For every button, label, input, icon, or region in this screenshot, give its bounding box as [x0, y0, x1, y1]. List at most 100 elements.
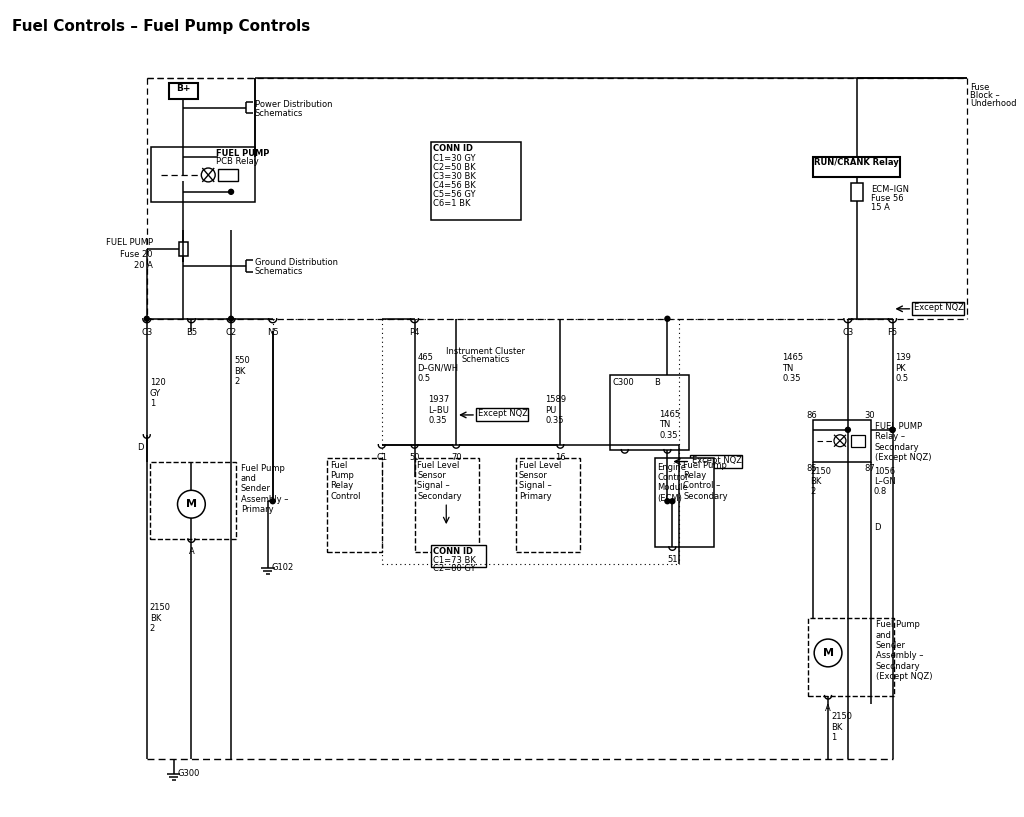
Text: 87: 87	[864, 463, 876, 472]
Text: C3: C3	[141, 328, 153, 337]
Circle shape	[834, 435, 846, 447]
Text: Fuse: Fuse	[970, 83, 989, 92]
Text: Fuse 56: Fuse 56	[870, 194, 903, 203]
Text: RUN/CRANK Relay: RUN/CRANK Relay	[814, 158, 899, 167]
Text: CONN ID: CONN ID	[433, 547, 473, 556]
Bar	[690, 454, 741, 467]
Text: B+: B+	[176, 83, 190, 92]
Text: G102: G102	[271, 563, 294, 572]
Text: B: B	[654, 378, 660, 387]
Text: 2150
BK
2: 2150 BK 2	[810, 467, 831, 496]
Text: Fuel
Pump
Relay
Control: Fuel Pump Relay Control	[330, 461, 360, 501]
Text: PCB Relay: PCB Relay	[216, 157, 259, 166]
Text: 2150
BK
2: 2150 BK 2	[150, 604, 171, 633]
Circle shape	[814, 639, 842, 667]
Text: Schematics: Schematics	[255, 267, 303, 276]
Bar	[654, 458, 714, 547]
Bar	[808, 618, 895, 695]
Bar	[169, 83, 199, 99]
Bar	[178, 243, 188, 257]
Text: 15 A: 15 A	[870, 203, 890, 212]
Text: 1465
TN
0.35: 1465 TN 0.35	[782, 354, 804, 383]
Bar	[610, 375, 689, 449]
Bar	[431, 142, 520, 220]
Circle shape	[846, 427, 850, 432]
Bar	[431, 545, 486, 567]
Text: 120
GY
1: 120 GY 1	[150, 378, 166, 408]
Bar	[851, 183, 863, 201]
Text: Fuel Pump
and
Sender
Assembly –
Secondary
(Except NQZ): Fuel Pump and Sender Assembly – Secondar…	[876, 620, 932, 681]
Text: C1=73 BK: C1=73 BK	[433, 556, 476, 565]
Bar	[813, 420, 870, 462]
Bar	[851, 435, 864, 447]
Text: C5=56 GY: C5=56 GY	[433, 190, 476, 199]
Text: Power Distribution: Power Distribution	[255, 100, 333, 109]
Text: D: D	[873, 523, 881, 532]
Text: Schematics: Schematics	[255, 109, 303, 118]
Bar	[328, 458, 382, 551]
Text: G300: G300	[177, 769, 200, 778]
Text: Schematics: Schematics	[462, 355, 510, 364]
Text: B5: B5	[185, 328, 197, 337]
Text: 86: 86	[807, 411, 817, 420]
Text: C2: C2	[225, 328, 237, 337]
Circle shape	[177, 490, 205, 518]
Text: 70: 70	[451, 453, 462, 462]
Text: 16: 16	[555, 453, 565, 462]
Bar	[476, 408, 527, 421]
Text: Fuel Controls – Fuel Pump Controls: Fuel Controls – Fuel Pump Controls	[12, 20, 310, 34]
Text: N5: N5	[267, 328, 279, 337]
Circle shape	[890, 427, 895, 432]
Text: C4=56 BK: C4=56 BK	[433, 181, 476, 190]
Bar	[912, 302, 964, 315]
Text: A: A	[188, 547, 195, 556]
Text: C1: C1	[376, 453, 387, 462]
Text: 50: 50	[410, 453, 420, 462]
Text: 139
PK
0.5: 139 PK 0.5	[895, 354, 911, 383]
Text: CONN ID: CONN ID	[433, 145, 473, 154]
Text: Fuel Level
Sensor
Signal –
Secondary: Fuel Level Sensor Signal – Secondary	[418, 461, 462, 501]
Bar	[813, 157, 900, 177]
Circle shape	[228, 316, 233, 321]
Circle shape	[670, 498, 675, 504]
Text: 1465
TN
0.35: 1465 TN 0.35	[659, 410, 681, 440]
Text: 51: 51	[667, 555, 678, 564]
Bar	[218, 169, 238, 181]
Circle shape	[665, 498, 670, 504]
Text: Fuel Level
Sensor
Signal –
Primary: Fuel Level Sensor Signal – Primary	[518, 461, 561, 501]
Text: C2=80 GY: C2=80 GY	[433, 564, 476, 573]
Text: Instrument Cluster: Instrument Cluster	[446, 346, 525, 355]
Text: 2150
BK
1: 2150 BK 1	[831, 712, 852, 743]
Text: C1=30 GY: C1=30 GY	[433, 154, 476, 163]
Text: Fuel Pump
Relay
Control –
Secondary: Fuel Pump Relay Control – Secondary	[683, 461, 728, 501]
Bar	[516, 458, 581, 551]
Text: 85: 85	[807, 463, 817, 472]
Text: FUEL PUMP
Fuse 20
20 A: FUEL PUMP Fuse 20 20 A	[105, 239, 153, 270]
Bar	[415, 458, 479, 551]
Circle shape	[202, 168, 215, 182]
Circle shape	[144, 316, 150, 321]
Text: 30: 30	[864, 411, 876, 420]
Circle shape	[665, 316, 670, 321]
Text: Except NQZ: Except NQZ	[914, 303, 965, 312]
Text: 465
D–GN/WH
0.5: 465 D–GN/WH 0.5	[418, 354, 459, 383]
Text: M: M	[822, 648, 834, 658]
Text: ECM–IGN: ECM–IGN	[870, 185, 908, 194]
Text: Fuel Pump
and
Sender
Assembly –
Primary: Fuel Pump and Sender Assembly – Primary	[241, 463, 289, 514]
Text: Block –: Block –	[970, 91, 999, 100]
Text: P4: P4	[410, 328, 420, 337]
Text: Except NQZ: Except NQZ	[478, 409, 528, 418]
Text: F5: F5	[888, 328, 898, 337]
Circle shape	[890, 427, 895, 432]
Text: 1056
L–GN
0.8: 1056 L–GN 0.8	[873, 467, 895, 496]
Bar	[151, 147, 255, 202]
Circle shape	[270, 498, 275, 504]
Text: 1589
PU
0.35: 1589 PU 0.35	[546, 395, 566, 425]
Text: M: M	[186, 499, 197, 509]
Text: Except NQZ: Except NQZ	[692, 456, 742, 465]
Text: C2=50 BK: C2=50 BK	[433, 163, 476, 172]
Text: C3: C3	[843, 328, 854, 337]
Text: 1937
L–BU
0.35: 1937 L–BU 0.35	[428, 395, 450, 425]
Circle shape	[228, 190, 233, 194]
Text: FUEL PUMP: FUEL PUMP	[216, 150, 269, 158]
